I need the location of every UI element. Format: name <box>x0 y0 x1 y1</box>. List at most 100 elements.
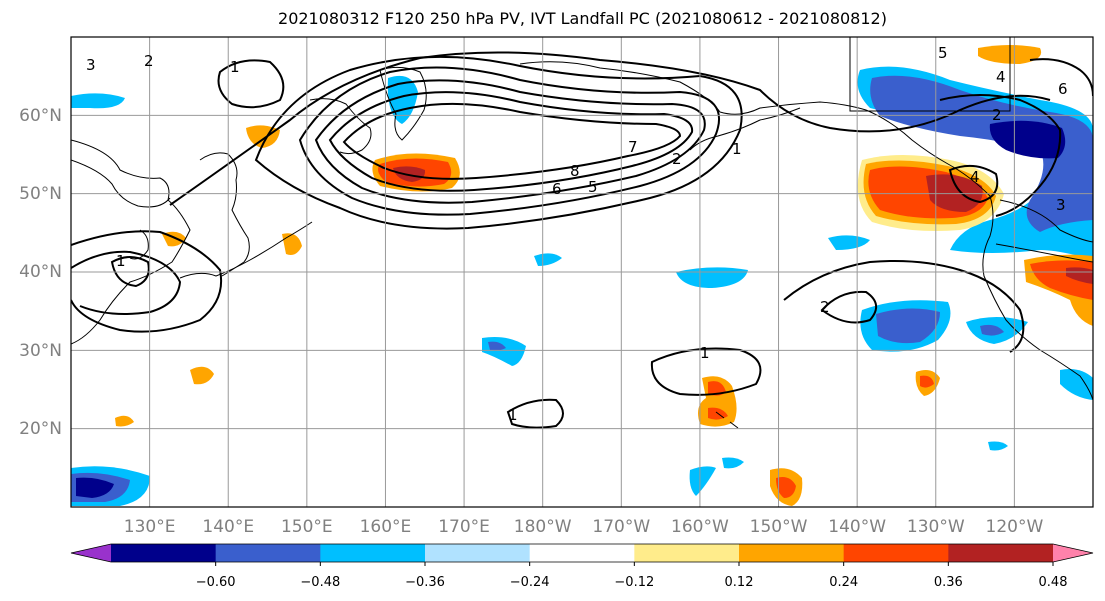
colorbar-segment <box>425 544 531 562</box>
anomaly-negative <box>482 337 526 366</box>
latitude-labels: 60°N 50°N 40°N 30°N 20°N <box>19 106 62 439</box>
colorbar-tick-label: −0.36 <box>405 575 445 590</box>
colorbar-segment <box>320 544 426 562</box>
pv-contour <box>298 66 721 216</box>
lat-tick-label: 30°N <box>19 341 62 361</box>
pv-contour <box>948 164 999 204</box>
colorbar-segment <box>843 544 949 562</box>
hawaii-islands <box>715 411 739 429</box>
lat-tick-label: 40°N <box>19 262 62 282</box>
contour-labels: 3 2 1 8 6 5 7 1 2 1 5 4 2 6 4 3 2 1 1 <box>86 44 1068 424</box>
lon-tick-label: 140°E <box>202 517 254 537</box>
colorbar-segment <box>529 544 635 562</box>
colorbar-tick-label: −0.48 <box>300 575 340 590</box>
lon-tick-label: 170°E <box>438 517 490 537</box>
pv-contour <box>328 91 694 192</box>
anomaly-negative <box>876 308 940 344</box>
contour-label: 3 <box>1056 196 1066 214</box>
contour-label: 1 <box>700 344 710 362</box>
pv-contour <box>169 51 1051 206</box>
anomaly-negative <box>828 235 870 250</box>
anomaly-positive <box>115 415 134 427</box>
anomaly-negative <box>980 324 1004 336</box>
anomaly-positive <box>708 381 726 396</box>
colorbar-tick-label: 0.48 <box>1039 575 1068 590</box>
anomaly-negative <box>76 477 114 498</box>
anomaly-negative <box>676 267 748 288</box>
pv-contour <box>254 55 743 230</box>
anomaly-negative <box>534 253 562 266</box>
colorbar-tick-label: −0.12 <box>614 575 654 590</box>
pv-contour <box>110 256 150 288</box>
pv-contour <box>820 290 877 324</box>
anomaly-positive <box>282 233 302 255</box>
anomaly-negative <box>1060 369 1093 400</box>
pv-contour <box>783 260 1025 353</box>
colorbar-extend-min <box>71 544 111 562</box>
colorbar-tick-label: 0.24 <box>829 575 858 590</box>
japan-coastline <box>179 221 313 279</box>
north-america-coastline <box>865 109 1093 401</box>
contour-label: 7 <box>628 138 638 156</box>
colorbar-extend-max <box>1053 544 1093 562</box>
contour-label: 2 <box>672 150 682 168</box>
region-box <box>849 37 1011 112</box>
colorbar-outline <box>70 543 1094 563</box>
colorbar-segment <box>948 544 1054 562</box>
anomaly-negative <box>870 75 1093 232</box>
lon-tick-label: 130°W <box>907 517 965 537</box>
colorbar-tick-label: 0.12 <box>725 575 754 590</box>
asia-coastline <box>71 159 171 208</box>
contour-label: 4 <box>970 168 980 186</box>
contour-label: 4 <box>996 68 1006 86</box>
contour-label: 1 <box>116 252 126 270</box>
lon-tick-label: 140°W <box>828 517 886 537</box>
pv-contour <box>939 94 1062 217</box>
map-gridlines <box>71 37 1093 507</box>
contour-label: 2 <box>144 52 154 70</box>
pv-contour <box>71 250 182 315</box>
anomaly-positive <box>920 375 934 388</box>
anomaly-negative <box>488 341 506 351</box>
pv-contour <box>506 398 564 429</box>
pv-contour <box>71 230 222 333</box>
contour-label: 1 <box>508 406 518 424</box>
anomaly-negative <box>689 466 716 496</box>
lon-tick-label: 150°E <box>281 517 333 537</box>
colorbar-segment <box>111 544 217 562</box>
contour-label: 3 <box>86 56 96 74</box>
contour-label: 2 <box>820 298 830 316</box>
map-frame <box>70 36 1094 508</box>
asia-coastline <box>71 139 191 345</box>
lat-tick-label: 20°N <box>19 419 62 439</box>
lon-tick-label: 170°W <box>592 517 650 537</box>
contour-label: 1 <box>230 58 240 76</box>
colorbar: −0.60 −0.48 −0.36 −0.24 −0.12 0.12 0.24 0.36 0.4… <box>70 543 1094 590</box>
lon-tick-label: 150°W <box>750 517 808 537</box>
pv-contour <box>650 347 762 396</box>
aleutian-coastline <box>689 107 801 151</box>
anomaly-positive <box>776 477 796 498</box>
lon-tick-label: 160°W <box>671 517 729 537</box>
lon-tick-label: 130°E <box>124 517 176 537</box>
pv-contour <box>314 79 706 204</box>
anomaly-negative <box>1004 127 1053 152</box>
lat-tick-label: 50°N <box>19 184 62 204</box>
contour-label: 6 <box>1058 80 1068 98</box>
pv-contour <box>1029 58 1093 97</box>
contour-label: 6 <box>552 180 562 198</box>
pv-contours <box>71 51 1093 429</box>
shaded-anomaly-fields <box>71 45 1093 506</box>
contour-label: 8 <box>570 162 580 180</box>
korea-coastline <box>129 229 149 260</box>
colorbar-tick-label: −0.24 <box>510 575 550 590</box>
anomaly-negative <box>988 441 1008 451</box>
colorbar-segment <box>634 544 740 562</box>
colorbar-tick-label: −0.60 <box>196 575 236 590</box>
contour-label: 1 <box>732 140 742 158</box>
anomaly-negative <box>722 457 744 469</box>
contour-label: 2 <box>992 106 1002 124</box>
lat-tick-label: 60°N <box>19 106 62 126</box>
anomaly-positive <box>698 376 737 427</box>
